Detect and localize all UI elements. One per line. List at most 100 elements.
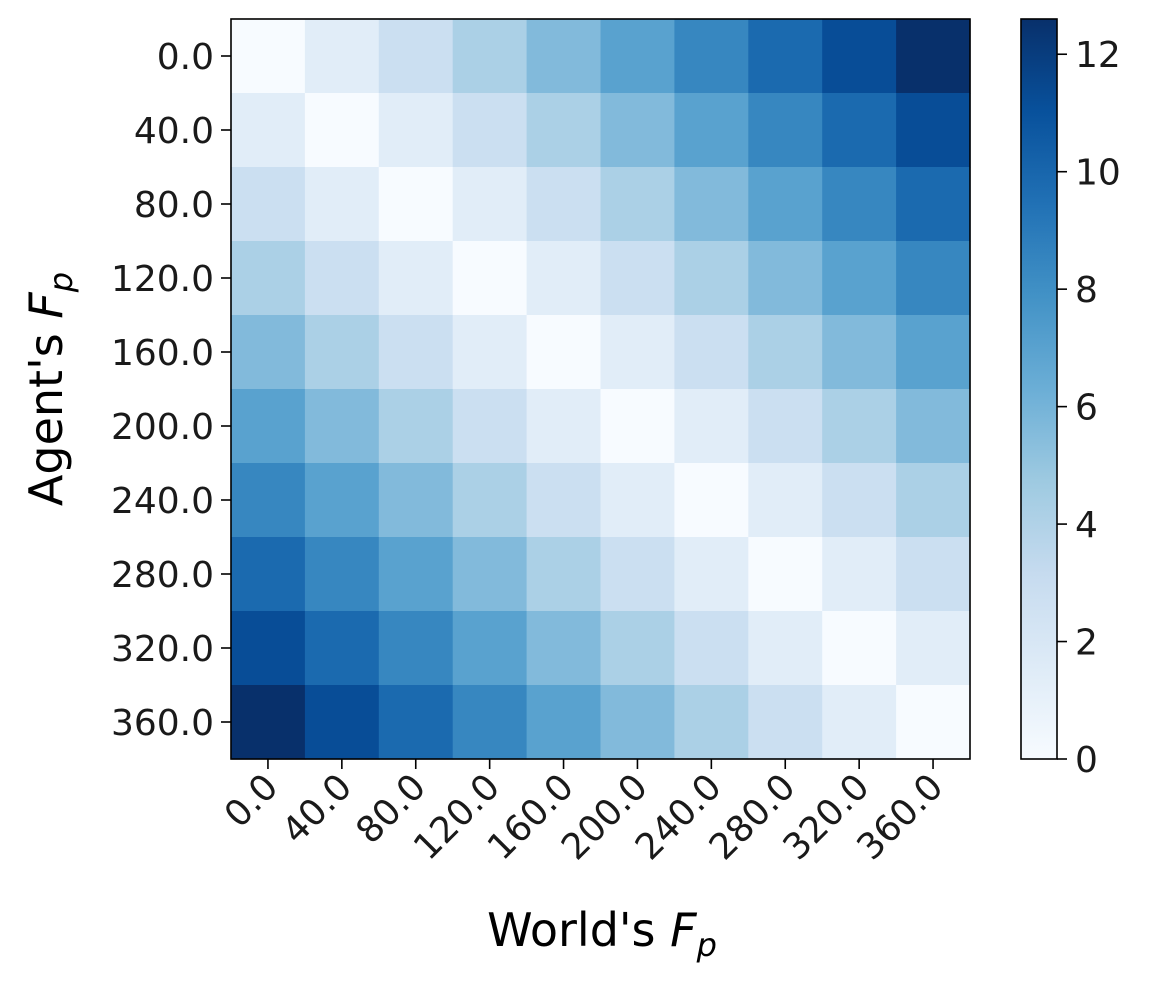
heatmap-cell: [452, 315, 528, 390]
heatmap-cell: [600, 463, 675, 538]
heatmap-cell: [896, 685, 971, 760]
heatmap-cell: [822, 537, 897, 612]
colorbar-tick-label: 6: [1075, 388, 1098, 429]
heatmap-cell: [452, 241, 528, 316]
heatmap-cell: [526, 93, 602, 168]
heatmap-cell: [748, 315, 823, 390]
colorbar-tick-label: 2: [1075, 623, 1098, 664]
heatmap-cell: [526, 19, 602, 94]
y-tick-label: 240.0: [111, 481, 214, 522]
heatmap-cell: [674, 315, 749, 390]
y-tick-label: 120.0: [111, 259, 214, 300]
heatmap-cell: [822, 685, 897, 760]
heatmap-cell: [378, 167, 454, 242]
heatmap-cell: [600, 93, 675, 168]
heatmap-cell: [896, 463, 971, 538]
y-tick-label: 200.0: [111, 407, 214, 448]
colorbar-ticks: 0 2 4 6 8 10 12: [1057, 35, 1121, 781]
heatmap-cell: [600, 167, 675, 242]
heatmap-cell: [896, 537, 971, 612]
heatmap-cell: [378, 241, 454, 316]
heatmap-cell: [822, 611, 897, 686]
heatmap-cell: [822, 167, 897, 242]
heatmap-cell: [452, 389, 528, 464]
colorbar-tick-label: 4: [1075, 505, 1098, 546]
heatmap-cell: [304, 241, 380, 316]
heatmap-cell: [452, 463, 528, 538]
heatmap-cells: [231, 19, 971, 760]
heatmap-cell: [526, 537, 602, 612]
heatmap-cell: [822, 241, 897, 316]
heatmap-cell: [231, 463, 306, 538]
heatmap-cell: [452, 611, 528, 686]
heatmap-cell: [526, 389, 602, 464]
heatmap-cell: [822, 315, 897, 390]
heatmap-cell: [231, 19, 306, 94]
heatmap-cell: [378, 611, 454, 686]
heatmap-cell: [378, 315, 454, 390]
heatmap-cell: [674, 389, 749, 464]
x-tick-label: 40.0: [275, 766, 361, 852]
heatmap-cell: [896, 19, 971, 94]
y-axis-label-sub: p: [42, 272, 80, 293]
heatmap-cell: [600, 685, 675, 760]
heatmap-cell: [304, 93, 380, 168]
heatmap-cell: [674, 611, 749, 686]
x-axis-label-sub: p: [696, 926, 717, 964]
heatmap-cell: [378, 389, 454, 464]
heatmap-cell: [600, 611, 675, 686]
y-tick-label: 0.0: [157, 37, 214, 78]
heatmap-cell: [304, 315, 380, 390]
heatmap-cell: [526, 685, 602, 760]
heatmap-cell: [748, 93, 823, 168]
heatmap-cell: [304, 611, 380, 686]
heatmap-cell: [526, 611, 602, 686]
heatmap-cell: [452, 537, 528, 612]
heatmap-cell: [378, 93, 454, 168]
y-axis-label-prefix: Agent's: [19, 319, 73, 506]
heatmap-cell: [231, 315, 306, 390]
heatmap-cell: [378, 685, 454, 760]
colorbar-tick-label: 0: [1075, 740, 1098, 781]
heatmap-cell: [378, 537, 454, 612]
heatmap-cell: [748, 463, 823, 538]
heatmap-cell: [231, 167, 306, 242]
heatmap-cell: [896, 389, 971, 464]
heatmap-cell: [748, 685, 823, 760]
x-axis-ticks: 0.040.080.0120.0160.0200.0240.0280.0320.…: [217, 759, 952, 868]
y-axis-label-var: F: [19, 292, 73, 319]
heatmap-cell: [304, 537, 380, 612]
x-axis-label-var: F: [670, 903, 697, 957]
x-tick-label: 360.0: [850, 766, 952, 868]
heatmap-cell: [896, 611, 971, 686]
heatmap-cell: [452, 19, 528, 94]
y-tick-label: 360.0: [111, 703, 214, 744]
y-axis-ticks: 0.0 40.0 80.0 120.0 160.0 200.0 240.0 280.0 320.…: [111, 37, 231, 744]
x-axis-label: World's Fp: [487, 903, 717, 964]
heatmap-cell: [822, 19, 897, 94]
y-tick-label: 160.0: [111, 333, 214, 374]
heatmap-cell: [674, 463, 749, 538]
y-tick-label: 280.0: [111, 555, 214, 596]
heatmap-cell: [452, 167, 528, 242]
heatmap-cell: [304, 389, 380, 464]
heatmap-cell: [452, 93, 528, 168]
heatmap-cell: [304, 19, 380, 94]
y-tick-label: 80.0: [134, 185, 214, 226]
heatmap-cell: [748, 19, 823, 94]
heatmap-cell: [600, 19, 675, 94]
plot-frame: [230, 18, 971, 760]
heatmap-cell: [378, 463, 454, 538]
heatmap-cell: [896, 93, 971, 168]
heatmap-cell: [452, 685, 528, 760]
heatmap-cell: [674, 685, 749, 760]
colorbar: [1020, 18, 1058, 760]
heatmap-cell: [231, 93, 306, 168]
heatmap-cell: [231, 241, 306, 316]
heatmap-cell: [896, 167, 971, 242]
heatmap-cell: [304, 167, 380, 242]
heatmap-cell: [231, 389, 306, 464]
heatmap-cell: [600, 537, 675, 612]
heatmap-cell: [748, 389, 823, 464]
heatmap-cell: [674, 537, 749, 612]
